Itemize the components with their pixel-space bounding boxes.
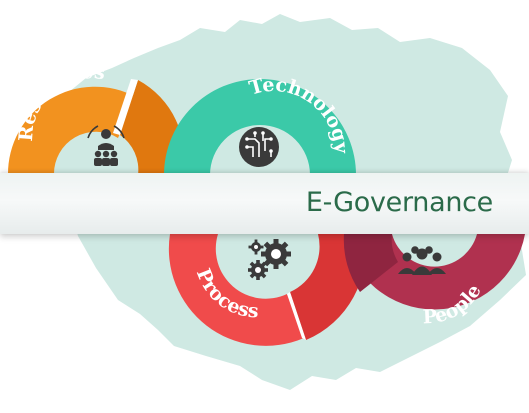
gears-icon	[248, 239, 291, 280]
center-title: E-Governance	[305, 187, 493, 218]
manager-team-icon	[87, 125, 125, 166]
people-segment: People	[343, 234, 525, 328]
center-banner: E-Governance	[0, 173, 529, 234]
circuit-chip-icon	[239, 127, 279, 167]
crowd-icon	[398, 246, 446, 275]
